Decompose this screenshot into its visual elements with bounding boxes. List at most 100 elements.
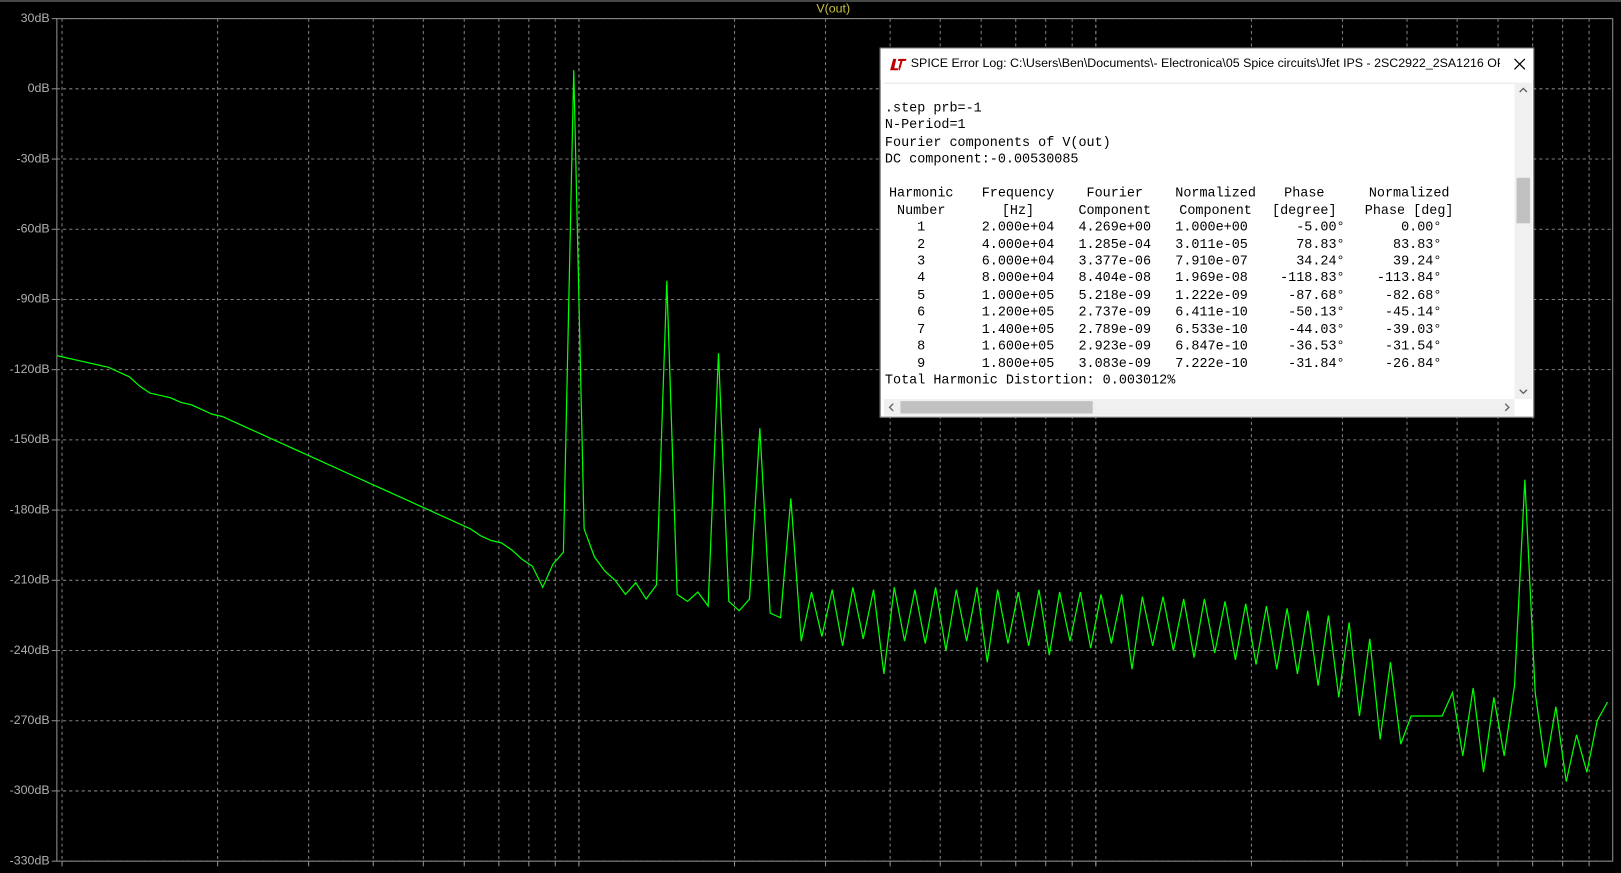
- table-cell: 6: [917, 304, 926, 320]
- header-row: Number [Hz] Component Component [degree] Phas…: [885, 202, 1505, 219]
- trace: [56, 70, 1609, 782]
- table-cell: 1.222e-09: [1175, 287, 1248, 303]
- y-tick-label: 0dB: [28, 81, 50, 95]
- y-tick-label: 30dB: [21, 11, 50, 25]
- y-tick-label: -300dB: [10, 783, 50, 797]
- table-cell: 3.011e-05: [1175, 236, 1248, 252]
- close-button[interactable]: [1512, 57, 1526, 71]
- error-log-window[interactable]: SPICE Error Log: C:\Users\Ben\Documents\…: [879, 47, 1535, 418]
- table-cell: 39.24°: [1393, 253, 1442, 269]
- log-line: N-Period=1: [884, 117, 966, 133]
- log-text: .step prb=-1 N-Period=1 Fourier components…: [885, 100, 1505, 389]
- table-cell: -118.83°: [1280, 270, 1345, 286]
- blank-line: [885, 168, 1505, 185]
- table-cell: 1.969e-08: [1175, 270, 1248, 286]
- trace-title[interactable]: V(out): [816, 2, 850, 16]
- table-cell: -44.03°: [1288, 321, 1345, 337]
- table-row: 8 1.600e+05 2.923e-09 6.847e-10 -36.53° -31.5…: [885, 338, 1505, 355]
- table-row: 2 4.000e+04 1.285e-04 3.011e-05 78.83° 83.83°: [885, 236, 1505, 253]
- log-content: .step prb=-1 N-Period=1 Fourier components…: [883, 82, 1515, 400]
- column-header: Frequency: [981, 185, 1055, 201]
- column-header: Normalized: [1368, 185, 1450, 201]
- header-row: Harmonic Frequency Fourier Normalized Phase N…: [885, 185, 1505, 202]
- table-row: 7 1.400e+05 2.789e-09 6.533e-10 -44.03° -39.0…: [885, 321, 1505, 338]
- table-cell: 1.600e+05: [981, 338, 1055, 354]
- log-line: Fourier components of V(out): [884, 134, 1111, 150]
- scrollbar-graphics: [888, 401, 1510, 414]
- table-cell: -5.00°: [1296, 219, 1345, 235]
- table-cell: -50.13°: [1288, 304, 1345, 320]
- table-cell: 2.000e+04: [981, 219, 1055, 235]
- table-cell: 2.737e-09: [1078, 304, 1152, 320]
- y-tick-label: -60dB: [17, 222, 50, 236]
- table-cell: 7.222e-10: [1175, 355, 1248, 371]
- y-tick-label: -90dB: [17, 292, 50, 306]
- table-cell: 1.400e+05: [981, 321, 1055, 337]
- table-cell: 5.218e-09: [1078, 287, 1152, 303]
- column-header: Phase: [1284, 185, 1325, 201]
- table-cell: 3: [917, 253, 926, 269]
- app-icon: [890, 58, 907, 71]
- y-tick-label: -180dB: [10, 502, 50, 516]
- table-cell: 4: [917, 270, 926, 286]
- table-cell: -113.84°: [1376, 270, 1442, 286]
- table-cell: 3.377e-06: [1078, 253, 1152, 269]
- table-cell: 78.83°: [1296, 236, 1345, 252]
- table-row: 1 2.000e+04 4.269e+00 1.000e+00 -5.00° 0.00°: [885, 219, 1505, 236]
- column-header: Component: [1078, 202, 1152, 218]
- table-cell: 1: [917, 219, 926, 235]
- table-cell: 6.000e+04: [981, 253, 1055, 269]
- table-cell: 2: [917, 236, 926, 252]
- y-tick-label: -30dB: [17, 151, 50, 165]
- table-cell: 8.404e-08: [1078, 270, 1152, 286]
- table-cell: 83.83°: [1393, 236, 1442, 252]
- column-header: [Hz]: [1001, 202, 1035, 218]
- table-cell: -36.53°: [1288, 338, 1345, 354]
- table-cell: 6.411e-10: [1175, 304, 1248, 320]
- y-tick-label: -330dB: [10, 853, 50, 867]
- table-cell: 0.00°: [1401, 219, 1442, 235]
- title-bar[interactable]: SPICE Error Log: C:\Users\Ben\Documents\…: [880, 48, 1534, 80]
- table-cell: 1.200e+05: [981, 304, 1055, 320]
- y-tick-label: -240dB: [10, 643, 50, 657]
- table-cell: 1.000e+05: [981, 287, 1055, 303]
- table-cell: 8.000e+04: [981, 270, 1055, 286]
- window-title: SPICE Error Log: C:\Users\Ben\Documents\…: [910, 55, 1501, 71]
- log-line: DC component:-0.00530085: [884, 151, 1079, 167]
- table-cell: 1.000e+00: [1175, 219, 1248, 235]
- horizontal-scrollbar[interactable]: [883, 399, 1515, 416]
- log-line: .step prb=-1: [884, 100, 982, 116]
- table-cell: -39.03°: [1384, 321, 1442, 337]
- table-cell: 6.847e-10: [1175, 338, 1248, 354]
- table-cell: -31.84°: [1288, 355, 1345, 371]
- table-cell: -45.14°: [1384, 304, 1442, 320]
- y-tick-label: -270dB: [10, 713, 50, 727]
- scrollbar-graphics: [1516, 87, 1531, 395]
- y-tick-label: -150dB: [10, 432, 50, 446]
- column-header: Harmonic: [888, 185, 954, 201]
- table-row: 6 1.200e+05 2.737e-09 6.411e-10 -50.13° -45.1…: [885, 304, 1505, 321]
- column-header: [degree]: [1272, 202, 1337, 218]
- table-cell: 4.000e+04: [981, 236, 1055, 252]
- column-header: Number: [897, 202, 946, 218]
- column-header: Component: [1179, 202, 1252, 218]
- table-cell: 5: [917, 287, 926, 303]
- table-cell: -26.84°: [1384, 355, 1442, 371]
- table-cell: 8: [917, 338, 926, 354]
- table-cell: 6.533e-10: [1175, 321, 1248, 337]
- column-header: Phase [deg]: [1364, 202, 1454, 218]
- y-tick-label: -210dB: [10, 573, 50, 587]
- table-cell: 1.800e+05: [981, 355, 1055, 371]
- table-cell: 2.923e-09: [1078, 338, 1152, 354]
- column-header: Normalized: [1175, 185, 1256, 201]
- table-cell: 7: [917, 321, 926, 337]
- table-cell: 4.269e+00: [1078, 219, 1152, 235]
- vertical-scrollbar[interactable]: [1514, 82, 1533, 400]
- log-footer: Total Harmonic Distortion: 0.003012%: [884, 372, 1176, 388]
- table-cell: -31.54°: [1384, 338, 1442, 354]
- table-cell: 7.910e-07: [1175, 253, 1248, 269]
- table-row: 3 6.000e+04 3.377e-06 7.910e-07 34.24° 39.24°: [885, 253, 1505, 270]
